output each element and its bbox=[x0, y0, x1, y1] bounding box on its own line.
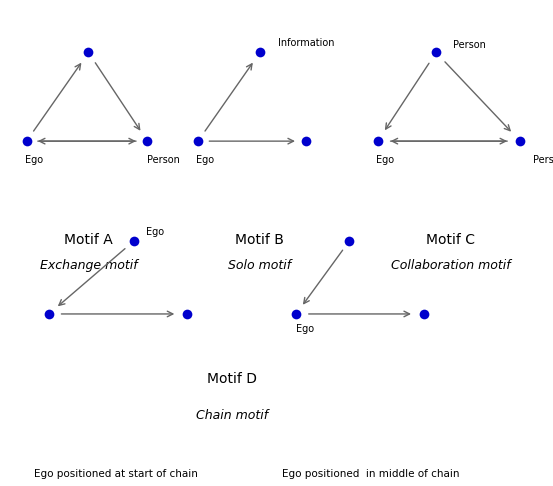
Text: Ego: Ego bbox=[196, 155, 215, 165]
Text: Ego: Ego bbox=[25, 155, 43, 165]
Text: Information: Information bbox=[279, 38, 335, 48]
Text: Person: Person bbox=[147, 155, 180, 165]
Text: Ego positioned  in middle of chain: Ego positioned in middle of chain bbox=[282, 469, 459, 479]
Text: Motif C: Motif C bbox=[426, 233, 475, 247]
Text: Ego positioned at start of chain: Ego positioned at start of chain bbox=[34, 469, 198, 479]
Text: Ego: Ego bbox=[376, 155, 394, 165]
Text: Solo motif: Solo motif bbox=[228, 260, 291, 272]
Text: Motif B: Motif B bbox=[236, 233, 284, 247]
Text: Motif A: Motif A bbox=[64, 233, 113, 247]
Text: Exchange motif: Exchange motif bbox=[40, 260, 137, 272]
Text: Motif D: Motif D bbox=[207, 372, 257, 386]
Text: Chain motif: Chain motif bbox=[196, 409, 268, 422]
Text: Collaboration motif: Collaboration motif bbox=[391, 260, 510, 272]
Text: Person: Person bbox=[533, 155, 553, 165]
Text: Ego: Ego bbox=[146, 227, 164, 237]
Text: Ego: Ego bbox=[296, 324, 314, 333]
Text: Person: Person bbox=[452, 40, 486, 50]
